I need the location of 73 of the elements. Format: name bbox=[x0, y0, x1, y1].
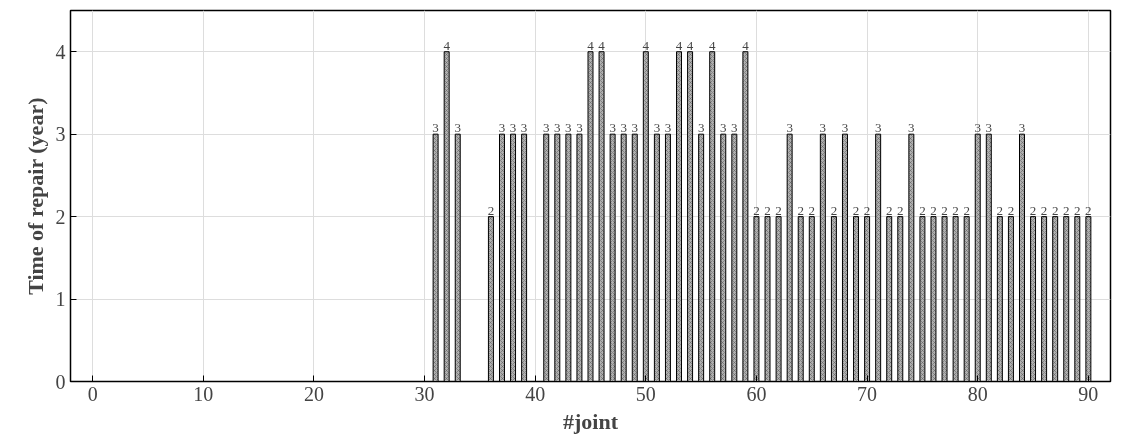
data-label: 3 bbox=[874, 120, 882, 136]
data-label: 2 bbox=[996, 202, 1004, 218]
data-label: 3 bbox=[454, 120, 461, 136]
data-label: 3 bbox=[697, 120, 705, 136]
data-label: 4 bbox=[443, 37, 451, 53]
data-label: 3 bbox=[653, 120, 661, 136]
data-label: 3 bbox=[664, 120, 672, 136]
data-label: 4 bbox=[587, 37, 595, 53]
x-tick-label: 20 bbox=[303, 382, 324, 405]
data-label: 3 bbox=[819, 120, 827, 136]
data-label: 2 bbox=[1074, 202, 1081, 218]
data-label: 2 bbox=[487, 202, 495, 218]
x-tick-label: 30 bbox=[414, 382, 435, 405]
y-axis-title: Time of repair (year) bbox=[22, 97, 48, 295]
data-label: 3 bbox=[1018, 120, 1026, 136]
y-tick-label: 4 bbox=[55, 40, 66, 63]
x-tick-label: 60 bbox=[746, 382, 767, 405]
data-label: 2 bbox=[863, 202, 871, 218]
data-label: 4 bbox=[642, 37, 650, 53]
data-label: 3 bbox=[509, 120, 517, 136]
data-label: 2 bbox=[1007, 202, 1015, 218]
data-label: 3 bbox=[985, 120, 993, 136]
data-label: 3 bbox=[520, 120, 528, 136]
x-tick-label: 70 bbox=[857, 382, 878, 405]
data-label: 4 bbox=[686, 37, 694, 53]
data-label: 2 bbox=[753, 202, 760, 218]
data-label: 2 bbox=[941, 202, 948, 218]
data-label: 2 bbox=[852, 202, 860, 218]
data-label: 2 bbox=[930, 202, 937, 218]
x-tick-label: 50 bbox=[635, 382, 656, 405]
data-label: 2 bbox=[1085, 202, 1092, 218]
data-label: 3 bbox=[786, 120, 793, 136]
data-label: 2 bbox=[830, 202, 838, 218]
x-tick-label: 80 bbox=[967, 382, 988, 405]
data-label: 2 bbox=[764, 202, 771, 218]
data-label: 2 bbox=[952, 202, 959, 218]
data-label: 2 bbox=[897, 202, 904, 218]
data-label: 3 bbox=[498, 120, 506, 136]
data-label: 3 bbox=[542, 120, 550, 136]
data-label: 2 bbox=[885, 202, 893, 218]
data-label: 4 bbox=[598, 37, 606, 53]
x-tick-label: 90 bbox=[1078, 382, 1099, 405]
y-tick-label: 3 bbox=[55, 123, 66, 146]
data-label: 3 bbox=[974, 120, 981, 136]
data-label: 4 bbox=[708, 37, 716, 53]
data-label: 3 bbox=[565, 120, 572, 136]
x-tick-label: 40 bbox=[525, 382, 546, 405]
data-label: 4 bbox=[742, 37, 750, 53]
data-label: 2 bbox=[775, 202, 782, 218]
data-label: 3 bbox=[576, 120, 583, 136]
data-label: 2 bbox=[963, 202, 970, 218]
data-label: 2 bbox=[1029, 202, 1037, 218]
x-tick-label: 0 bbox=[87, 382, 98, 405]
data-label: 2 bbox=[919, 202, 926, 218]
y-tick-label: 2 bbox=[55, 205, 66, 228]
data-label: 3 bbox=[631, 120, 639, 136]
x-tick-label: 10 bbox=[193, 382, 214, 405]
data-label: 4 bbox=[675, 37, 683, 53]
data-label: 3 bbox=[731, 120, 738, 136]
data-label: 3 bbox=[609, 120, 616, 136]
x-axis-title: #joint bbox=[563, 408, 619, 434]
y-tick-label: 1 bbox=[55, 288, 66, 311]
data-label: 2 bbox=[808, 202, 816, 218]
data-label: 3 bbox=[554, 120, 561, 136]
data-label: 2 bbox=[797, 202, 804, 218]
data-label: 3 bbox=[841, 120, 849, 136]
data-label: 3 bbox=[908, 120, 915, 136]
data-label: 3 bbox=[720, 120, 727, 136]
data-label: 2 bbox=[1051, 202, 1059, 218]
data-label: 2 bbox=[1062, 202, 1070, 218]
data-label: 2 bbox=[1040, 202, 1048, 218]
data-label: 3 bbox=[620, 120, 627, 136]
data-label: 3 bbox=[432, 120, 439, 136]
